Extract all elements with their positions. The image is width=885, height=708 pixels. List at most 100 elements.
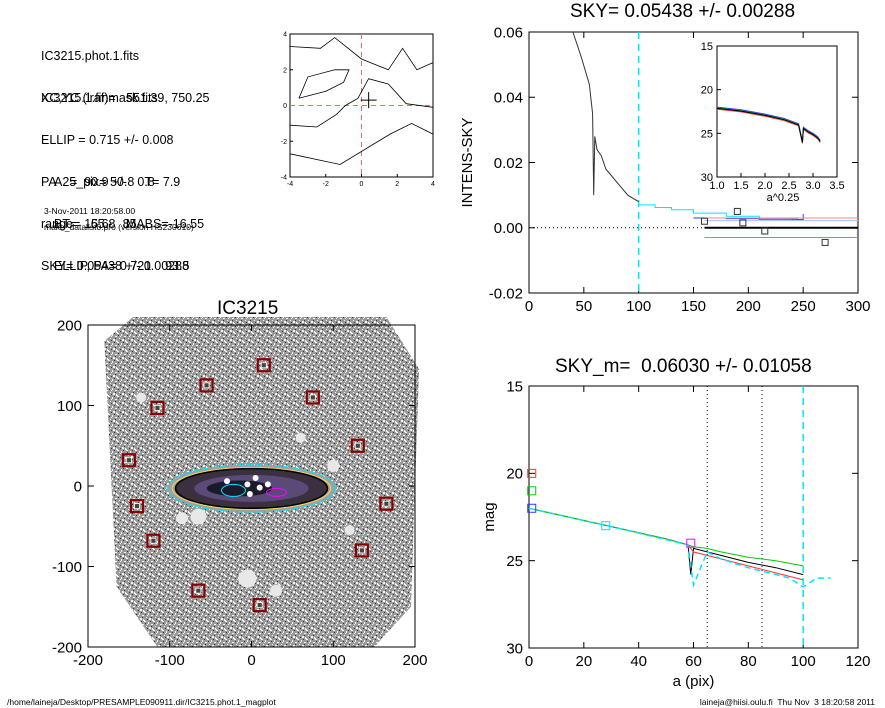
sky-box-center — [260, 362, 267, 369]
sky-box — [191, 583, 206, 598]
sky-box — [150, 400, 165, 416]
galaxy-y-tick-label: 100 — [57, 398, 82, 415]
program-name: make_datalist0.pro (version HS230610) — [44, 222, 194, 232]
magnitude-y-tick-label: 30 — [506, 640, 523, 657]
file-name-1: IC3215.phot.1.fits — [41, 49, 139, 63]
intensity-x-tick-label: 300 — [845, 298, 870, 315]
intensity-y-tick-label: 0.04 — [494, 90, 523, 107]
magnitude-marker-green — [527, 486, 537, 496]
param-xc-yc: XC,YC (iraf)= 551.39, 750.25 — [41, 91, 210, 105]
sky-box-center — [309, 394, 316, 401]
inset-x-tick-label: 2.5 — [781, 180, 796, 192]
masked-star — [190, 508, 207, 525]
sky-square-marker — [700, 217, 708, 225]
galaxy-y-tick-label: -100 — [52, 559, 82, 576]
sky-box-center — [134, 503, 140, 510]
galaxy-x-tick-label: 200 — [402, 652, 427, 669]
contour-y-tick-label: 0 — [283, 103, 287, 110]
galaxy-x-tick-label: 100 — [321, 652, 346, 669]
footer-stamp: laineja@hiisi.oulu.fi Thu Nov 3 18:20:58… — [699, 697, 875, 707]
galaxy-yellow-ellipse — [171, 466, 332, 510]
galaxy-inner-magenta-ellipse — [266, 487, 287, 497]
inset-profile-black — [716, 107, 821, 143]
sky-box — [252, 598, 267, 613]
intensity-x-tick-label: 250 — [791, 298, 816, 315]
sky-box — [305, 390, 320, 405]
file-names: IC3215.phot.1.fits IC3215.1.finmask.fits — [41, 21, 158, 133]
magnitude-marker-red — [527, 468, 537, 478]
galaxy-core — [206, 480, 273, 497]
magnitude-marker-cyan — [601, 521, 611, 531]
galaxy-masked-knot — [246, 491, 253, 498]
footer-path: /home/laineja/Desktop/PRESAMPLE090911.di… — [7, 697, 276, 707]
masked-star — [176, 512, 189, 525]
magnitude-x-tick-label: 80 — [740, 653, 757, 670]
magnitude-x-axis-label: a (pix) — [673, 673, 715, 690]
magnitude-y-tick-label: 25 — [506, 553, 523, 570]
sky-box — [129, 499, 145, 514]
sky-box — [354, 543, 369, 558]
contour-x-tick-label: 4 — [431, 181, 435, 188]
inset-x-axis-label: a^0.25 — [767, 192, 800, 204]
galaxy-inner-cyan-ellipse — [221, 483, 246, 497]
inset-x-tick-label: 1.5 — [733, 180, 748, 192]
sky-box-center — [256, 602, 263, 609]
contour-y-tick-label: 4 — [283, 32, 287, 39]
magnitude-series-red — [528, 507, 804, 581]
sky-square-marker — [733, 207, 741, 215]
sky-box — [199, 378, 214, 393]
sky-box — [350, 438, 365, 453]
param-sky: SKY= 0.05438 +/- 0.00288 — [41, 259, 190, 273]
sky-box-center — [354, 442, 361, 449]
intensity-profile-line — [572, 31, 639, 203]
masked-star — [238, 569, 257, 588]
intensity-x-tick-label: 100 — [626, 298, 651, 315]
magnitude-frame — [528, 385, 859, 649]
intensity-chart-title: SKY= 0.05438 +/- 0.00288 — [570, 1, 796, 22]
inset-x-tick-label: 2.0 — [757, 180, 772, 192]
param-range: range= 65.- 85. — [41, 217, 141, 231]
inset-y-tick-label: 20 — [701, 85, 713, 97]
intensity-x-tick-label: 0 — [525, 298, 533, 315]
sky-box-center — [383, 500, 390, 507]
magnitude-x-tick-label: 40 — [630, 653, 647, 670]
galaxy-y-tick-label: 0 — [74, 478, 82, 495]
magnitude-y-tick-label: 20 — [506, 466, 523, 483]
magnitude-marker-magenta — [686, 538, 696, 548]
contour-x-tick-label: 0 — [360, 181, 364, 188]
sky-box-center — [125, 457, 132, 464]
masked-star — [270, 584, 283, 597]
inset-x-tick-label: 3.5 — [829, 180, 844, 192]
sky-box — [379, 496, 394, 511]
inset-x-tick-label: 1.0 — [709, 180, 724, 192]
masked-star — [344, 525, 355, 536]
inset-profile-red — [716, 108, 821, 144]
fit-parameters: XC,YC (iraf)= 551.39, 750.25 ELLIP = 0.7… — [41, 63, 210, 301]
magnitude-chart-title: SKY_m= 0.06030 +/- 0.01058 — [555, 356, 812, 377]
contour-y-tick-label: -2 — [281, 139, 287, 146]
sky-box-center — [150, 537, 157, 544]
contour-x-tick-label: 2 — [395, 181, 399, 188]
intensity-y-tick-label: -0.02 — [489, 285, 523, 302]
galaxy-x-tick-label: 0 — [247, 652, 255, 669]
intensity-y-tick-label: 0.02 — [494, 155, 523, 172]
galaxy-masked-knot — [264, 481, 271, 488]
inset-x-tick-label: 3.0 — [805, 180, 820, 192]
contour-y-tick-label: -4 — [281, 175, 287, 182]
galaxy-masked-knot — [244, 481, 251, 488]
contour-line-0 — [289, 37, 434, 71]
sky-square-marker — [739, 219, 747, 227]
magnitude-y-axis-label: mag — [481, 502, 498, 531]
galaxy-masked-knot — [223, 478, 230, 485]
param-ellip-pa: ELLIP, PA= 0.721 93.5 — [54, 259, 190, 273]
intensity-y-axis-label: INTENS-SKY — [459, 117, 476, 207]
contour-line-1 — [289, 78, 434, 128]
sky-box-center — [203, 382, 210, 389]
contour-line-3 — [298, 69, 350, 99]
galaxy-masked-knot — [252, 474, 259, 481]
sky-box — [256, 358, 271, 373]
